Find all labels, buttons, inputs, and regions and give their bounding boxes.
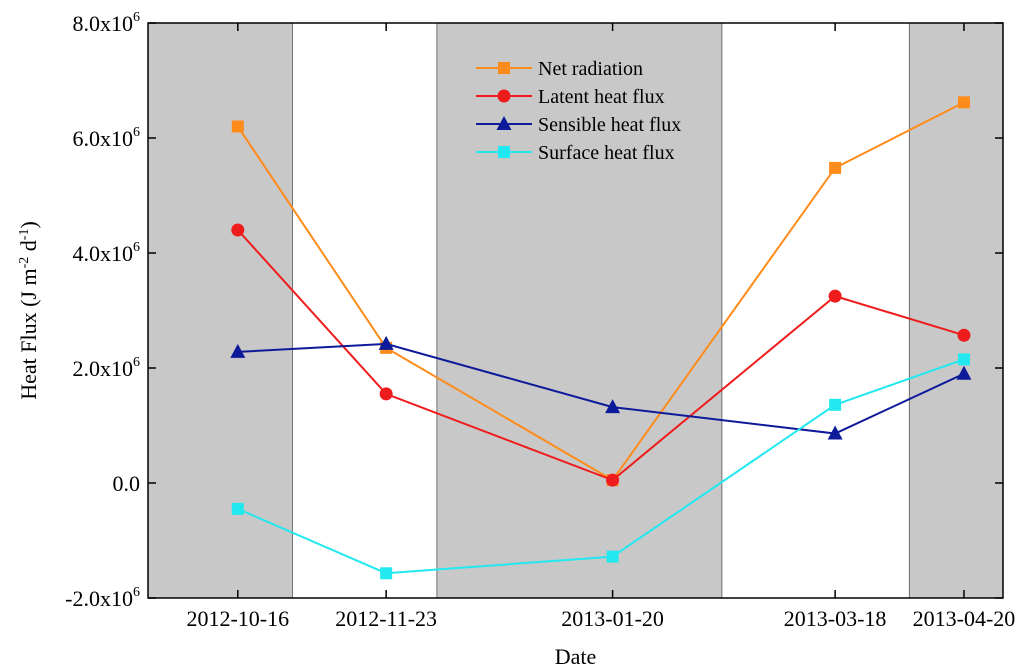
y-tick-exponent: 6 (133, 10, 140, 25)
y-tick-label: 4.0x106 (73, 240, 141, 266)
legend-label: Surface heat flux (538, 142, 675, 164)
y-tick-mantissa: 8.0x10 (73, 11, 134, 36)
y-tick-exponent: 6 (133, 355, 140, 370)
axis-ticks: -2.0x1060.02.0x1064.0x1066.0x1068.0x1062… (65, 10, 1015, 631)
y-tick-exponent: 6 (133, 125, 140, 140)
shaded-band-1 (147, 22, 293, 599)
shaded-band-3 (908, 22, 1004, 599)
data-point (957, 328, 971, 342)
y-axis-title-mid: d (16, 240, 41, 257)
y-tick-exponent: 6 (133, 240, 140, 255)
y-axis-title-exp1: -2 (17, 257, 32, 269)
data-point (956, 365, 972, 380)
data-point (828, 289, 842, 303)
y-axis-title-main: Heat Flux (J m (16, 268, 41, 399)
x-tick-label: 2013-01-20 (561, 606, 664, 631)
shaded-bands (147, 22, 1004, 599)
series-sensible-heat-flux (230, 335, 972, 440)
data-point (957, 96, 970, 109)
data-point (829, 161, 842, 174)
x-tick-label: 2012-11-23 (335, 606, 437, 631)
legend-marker (496, 116, 512, 130)
legend: Net radiation Latent heat flux Sensible he… (476, 58, 681, 164)
legend-label: Latent heat flux (538, 86, 665, 108)
x-tick-label: 2013-03-18 (784, 606, 887, 631)
y-axis-title: Heat Flux (J m-2 d-1) (16, 221, 41, 400)
plot-frame (147, 22, 1004, 599)
y-tick-mantissa: 2.0x10 (73, 356, 134, 381)
y-tick-mantissa: 6.0x10 (73, 126, 134, 151)
x-tick-label: 2012-10-16 (186, 606, 289, 631)
legend-item: Surface heat flux (476, 142, 675, 164)
y-tick-exponent: 6 (133, 585, 140, 600)
y-tick-label: 2.0x106 (73, 355, 141, 381)
y-tick-label: 6.0x106 (73, 125, 141, 151)
y-axis-title-exp2: -1 (17, 229, 32, 241)
data-point (606, 550, 619, 563)
series-latent-heat-flux (231, 223, 971, 487)
data-point (605, 399, 621, 414)
data-point (380, 567, 393, 580)
data-point (829, 398, 842, 411)
data-point (606, 473, 620, 487)
data-point (379, 387, 393, 401)
legend-item: Net radiation (476, 58, 643, 80)
legend-item: Sensible heat flux (476, 114, 681, 136)
series-surface-heat-flux (231, 353, 970, 580)
legend-marker (498, 146, 510, 158)
data-point (378, 335, 394, 350)
data-point (230, 343, 246, 358)
y-tick-label: -2.0x106 (65, 585, 140, 611)
data-point (827, 425, 843, 440)
legend-label: Sensible heat flux (538, 114, 681, 136)
x-tick-label: 2013-04-20 (913, 606, 1016, 631)
data-point (957, 353, 970, 366)
y-tick-label: 0.0 (113, 471, 141, 496)
y-tick-mantissa: 0.0 (113, 471, 141, 496)
legend-marker (497, 89, 511, 103)
data-point (231, 502, 244, 515)
x-axis-title: Date (555, 644, 597, 669)
legend-item: Latent heat flux (476, 86, 665, 108)
legend-marker (498, 62, 510, 74)
shaded-band-2 (436, 22, 723, 599)
legend-label: Net radiation (538, 58, 643, 80)
y-axis-title-end: ) (16, 221, 41, 228)
y-tick-mantissa: 4.0x10 (73, 241, 134, 266)
y-tick-mantissa: -2.0x10 (65, 586, 133, 611)
data-point (231, 223, 245, 237)
series-lines (230, 96, 972, 580)
data-point (231, 120, 244, 133)
y-tick-label: 8.0x106 (73, 10, 141, 36)
